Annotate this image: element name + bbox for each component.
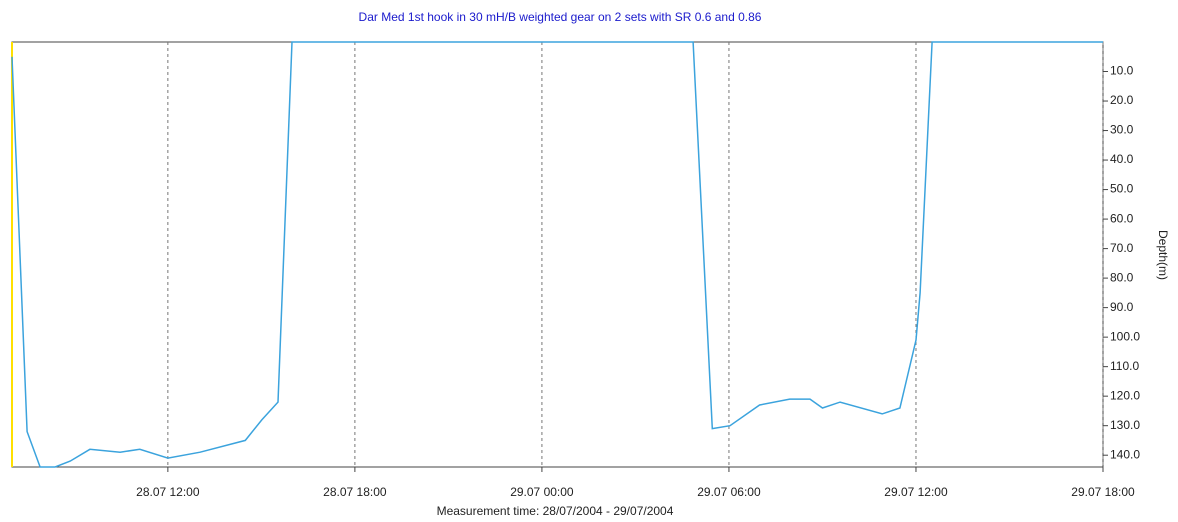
x-axis-label: Measurement time: 28/07/2004 - 29/07/200… bbox=[437, 504, 674, 518]
chart-title: Dar Med 1st hook in 30 mH/B weighted gea… bbox=[359, 10, 762, 24]
data-line bbox=[11, 41, 1103, 468]
x-tick-label: 28.07 12:00 bbox=[136, 485, 200, 499]
y-tick-label: 120.0 bbox=[1110, 388, 1140, 402]
y-tick-label: 60.0 bbox=[1110, 211, 1134, 225]
plot-area bbox=[11, 41, 1104, 468]
y-tick-label: 50.0 bbox=[1110, 182, 1134, 196]
x-tick-label: 29.07 18:00 bbox=[1071, 485, 1135, 499]
y-tick-label: 100.0 bbox=[1110, 329, 1140, 343]
y-tick-label: 110.0 bbox=[1110, 359, 1139, 373]
y-tick-label: 10.0 bbox=[1110, 64, 1134, 78]
x-tick-label: 29.07 12:00 bbox=[884, 485, 948, 499]
y-tick-label: 20.0 bbox=[1110, 93, 1134, 107]
y-axis-label: Depth(m) bbox=[1156, 230, 1170, 280]
x-tick-label: 29.07 00:00 bbox=[510, 485, 574, 499]
y-tick-label: 40.0 bbox=[1110, 152, 1134, 166]
y-tick-label: 70.0 bbox=[1110, 241, 1134, 255]
y-tick-label: 130.0 bbox=[1110, 418, 1140, 432]
y-tick-label: 80.0 bbox=[1110, 270, 1134, 284]
x-tick-label: 29.07 06:00 bbox=[697, 485, 761, 499]
y-tick-label: 30.0 bbox=[1110, 123, 1134, 137]
y-tick-label: 90.0 bbox=[1110, 300, 1134, 314]
x-tick-label: 28.07 18:00 bbox=[323, 485, 387, 499]
y-tick-label: 140.0 bbox=[1110, 447, 1140, 461]
